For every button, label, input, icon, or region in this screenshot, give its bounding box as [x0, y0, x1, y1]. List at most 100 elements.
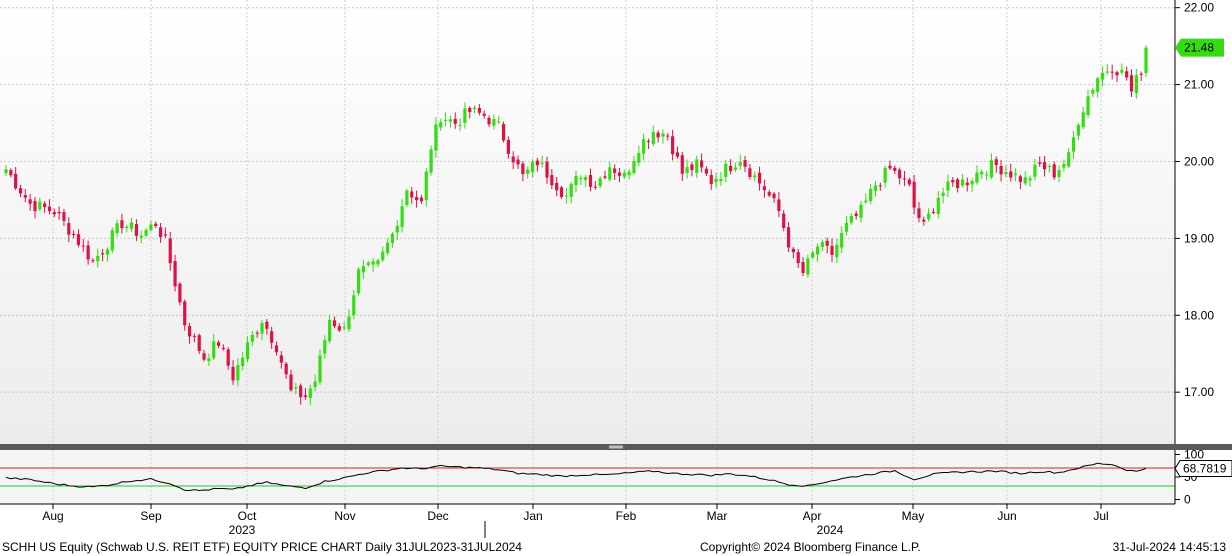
candle-body: [704, 168, 709, 174]
candle-body: [91, 260, 95, 262]
candle-body: [424, 171, 428, 201]
candle-body: [76, 234, 81, 245]
candle-body: [250, 334, 254, 342]
candle-body: [516, 159, 520, 165]
candle-body: [352, 295, 356, 316]
candle-body: [951, 179, 955, 183]
candle-body: [782, 213, 786, 228]
candle-body: [448, 119, 453, 122]
candle-body: [671, 136, 675, 155]
divider-grip-handle[interactable]: [609, 445, 623, 449]
candle-body: [357, 269, 361, 294]
candle-body: [1033, 164, 1037, 177]
candle-body: [255, 332, 259, 334]
month-label: Mar: [707, 509, 728, 523]
candle-body: [965, 182, 969, 186]
candle-body: [555, 182, 559, 191]
candle-body: [144, 229, 148, 236]
candle-body: [1144, 47, 1148, 73]
price-tick-label: 18.00: [1184, 308, 1214, 322]
candle-body: [105, 249, 110, 255]
candle-body: [9, 169, 13, 176]
candle-body: [212, 341, 216, 359]
candle-body: [970, 181, 974, 185]
candle-body: [57, 211, 61, 214]
candle-body: [936, 197, 940, 215]
candle-body: [608, 167, 612, 180]
candle-body: [366, 262, 370, 266]
candle-body: [685, 167, 689, 173]
candle-body: [613, 168, 617, 173]
candle-body: [81, 245, 85, 247]
candlesticks: [4, 45, 1148, 406]
candle-body: [207, 358, 211, 362]
candle-body: [806, 258, 810, 275]
candle-body: [303, 395, 308, 397]
candle-body: [23, 195, 27, 198]
candle-body: [767, 192, 771, 196]
candle-body: [487, 117, 491, 125]
candle-body: [96, 255, 100, 262]
grid-lines: [0, 0, 1175, 504]
candle-body: [796, 252, 800, 264]
candle-body: [28, 199, 32, 204]
candle-body: [854, 213, 858, 216]
candle-body: [820, 242, 824, 248]
candle-body: [753, 175, 757, 178]
candle-body: [38, 201, 42, 210]
candle-body: [564, 195, 568, 197]
candle-body: [158, 227, 163, 238]
candle-body: [956, 179, 960, 189]
candle-body: [1125, 71, 1129, 78]
candle-body: [308, 388, 312, 399]
month-label: Oct: [238, 509, 257, 523]
candle-body: [1047, 165, 1051, 167]
candle-body: [328, 319, 332, 342]
candle-body: [714, 178, 718, 183]
candle-body: [347, 316, 351, 329]
rsi-line: [5, 462, 1147, 492]
candle-body: [43, 203, 47, 208]
candle-body: [279, 355, 283, 363]
candle-body: [115, 223, 119, 234]
candle-body: [835, 244, 839, 258]
price-tick-label: 22.00: [1184, 1, 1214, 15]
candle-body: [260, 322, 264, 334]
candle-body: [569, 183, 573, 198]
candle-body: [492, 118, 496, 126]
candle-body: [642, 139, 646, 154]
candle-body: [1062, 163, 1066, 168]
candle-body: [1052, 164, 1056, 178]
candle-body: [400, 206, 404, 227]
candle-body: [472, 107, 477, 110]
candle-body: [738, 161, 742, 166]
candle-body: [898, 169, 902, 179]
candle-body: [1071, 137, 1076, 152]
candle-body: [666, 135, 670, 137]
candle-body: [550, 175, 554, 186]
candle-body: [844, 222, 849, 232]
candle-body: [168, 238, 172, 264]
candle-body: [390, 233, 395, 243]
candle-body: [1004, 171, 1008, 175]
candle-body: [477, 107, 481, 113]
rsi-panel-background: [0, 450, 1175, 504]
candle-body: [724, 163, 728, 178]
price-tick-label: 17.00: [1184, 385, 1214, 399]
candle-body: [941, 192, 945, 196]
candle-body: [506, 139, 510, 154]
candle-body: [294, 387, 298, 389]
candle-body: [690, 164, 694, 171]
month-label: Aug: [42, 509, 63, 523]
candle-body: [154, 223, 158, 227]
candle-body: [395, 225, 399, 233]
candle-body: [946, 181, 950, 191]
candle-body: [414, 196, 419, 201]
candle-body: [815, 246, 820, 255]
candle-body: [1042, 162, 1047, 170]
candle-body: [120, 220, 124, 229]
candle-body: [695, 159, 699, 174]
candle-body: [18, 188, 23, 194]
candle-body: [907, 179, 911, 185]
candle-body: [501, 124, 506, 141]
